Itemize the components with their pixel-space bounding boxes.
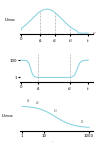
Y-axis label: $U_{max}$: $U_{max}$ [4, 16, 16, 24]
Text: $t_3$: $t_3$ [53, 107, 58, 115]
Y-axis label: $U_{meas}$: $U_{meas}$ [1, 113, 14, 120]
Text: $0$: $0$ [80, 118, 84, 125]
X-axis label: $t_{meas}$: $t_{meas}$ [51, 139, 62, 142]
Text: $t_1$: $t_1$ [26, 97, 31, 105]
Text: $t_2$: $t_2$ [35, 99, 40, 106]
Y-axis label: $f_{meas}$: $f_{meas}$ [0, 64, 1, 72]
Text: $u$: $u$ [92, 30, 96, 36]
